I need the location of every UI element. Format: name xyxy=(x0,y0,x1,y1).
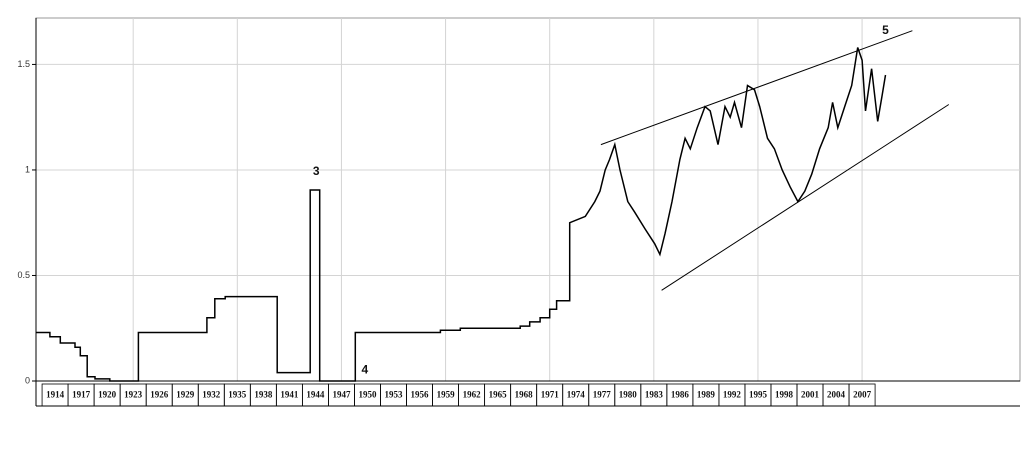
x-tick-label: 1914 xyxy=(46,390,65,400)
x-tick-label: 1980 xyxy=(619,390,638,400)
x-tick-label: 1977 xyxy=(593,390,612,400)
price-line xyxy=(36,47,887,382)
x-tick-label: 1959 xyxy=(437,390,456,400)
x-tick-label: 1983 xyxy=(645,390,664,400)
annotation: 4 xyxy=(362,363,369,377)
trend-line xyxy=(661,104,950,291)
x-tick-label: 1986 xyxy=(671,390,690,400)
x-tick-label: 1926 xyxy=(150,390,169,400)
y-tick-label: 0 xyxy=(25,375,30,385)
annotation: 5 xyxy=(882,23,889,37)
x-tick-label: 1920 xyxy=(98,390,117,400)
x-tick-label: 1989 xyxy=(697,390,716,400)
trend-line xyxy=(600,30,913,146)
x-tick-label: 1965 xyxy=(489,390,508,400)
x-tick-label: 1929 xyxy=(176,390,195,400)
x-tick-label: 2001 xyxy=(801,390,820,400)
x-tick-label: 1968 xyxy=(515,390,534,400)
y-tick-label: 1 xyxy=(25,164,30,174)
x-tick-label: 1932 xyxy=(202,390,221,400)
y-tick-label: 1.5 xyxy=(17,59,30,69)
x-tick-label: 1944 xyxy=(306,390,325,400)
annotation: 3 xyxy=(313,164,320,178)
plot-frame xyxy=(35,17,1021,382)
x-tick-label: 1950 xyxy=(358,390,377,400)
x-tick-label: 1947 xyxy=(332,390,351,400)
x-tick-label: 2007 xyxy=(853,390,872,400)
x-tick-label: 2004 xyxy=(827,390,846,400)
y-tick-label: 0.5 xyxy=(17,270,30,280)
x-tick-label: 1956 xyxy=(411,390,430,400)
x-tick-label: 1923 xyxy=(124,390,143,400)
x-tick-label: 1941 xyxy=(280,390,299,400)
x-tick-label: 1953 xyxy=(385,390,404,400)
x-tick-label: 1935 xyxy=(228,390,247,400)
x-tick-label: 1992 xyxy=(723,390,742,400)
x-tick-label: 1938 xyxy=(254,390,273,400)
x-tick-label: 1971 xyxy=(541,390,560,400)
x-tick-label: 1962 xyxy=(463,390,482,400)
x-tick-label: 1995 xyxy=(749,390,768,400)
x-tick-label: 1974 xyxy=(567,390,586,400)
x-tick-label: 1917 xyxy=(72,390,91,400)
x-tick-label: 1998 xyxy=(775,390,794,400)
